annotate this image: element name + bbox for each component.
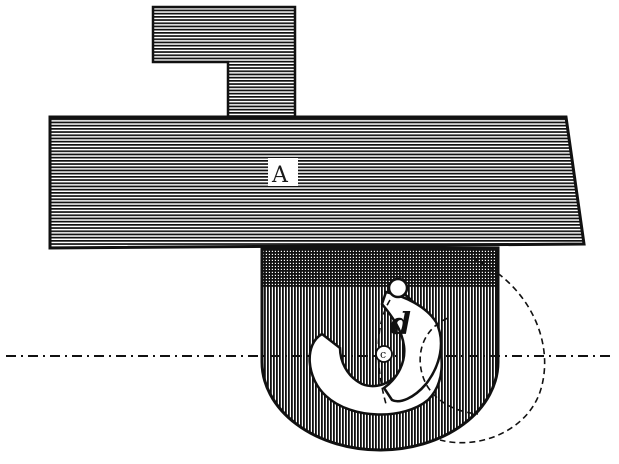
cam-label: d	[390, 307, 411, 342]
dashed-swing-arc	[439, 257, 546, 444]
stepped-block	[151, 5, 297, 122]
bar-a	[48, 115, 586, 250]
block-label: A	[271, 163, 289, 188]
housing-outline	[260, 246, 500, 452]
cam-knob	[387, 277, 409, 299]
cam-d	[380, 290, 443, 403]
bar-a-label-backing	[268, 158, 298, 186]
pivot-ring	[375, 345, 393, 363]
dashed-inner-arc	[419, 317, 479, 415]
pivot-label: c	[380, 348, 386, 361]
